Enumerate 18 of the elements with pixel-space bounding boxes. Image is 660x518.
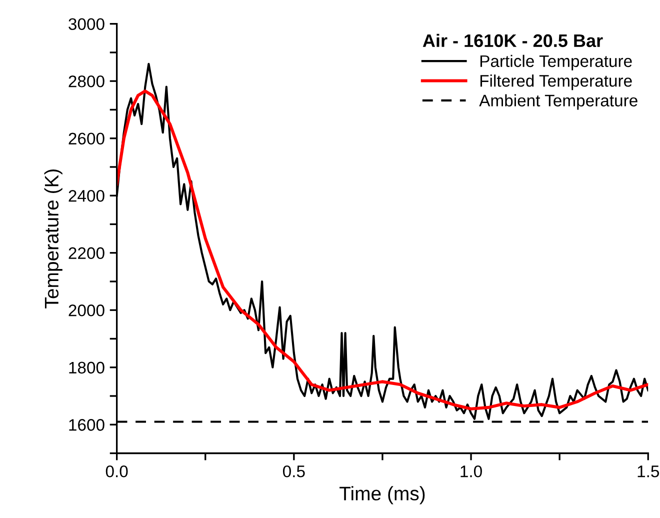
y-tick-label: 1800 xyxy=(69,362,104,374)
y-tick-label: 3000 xyxy=(68,18,104,30)
legend-label: Filtered Temperature xyxy=(480,74,632,90)
x-tick-label: 0.0 xyxy=(106,465,128,478)
x-tick-label: 0.5 xyxy=(282,465,305,478)
y-tick-label: 2600 xyxy=(68,132,104,145)
y-axis-title: Temperature (K) xyxy=(44,170,62,308)
y-tick-label: 2200 xyxy=(68,247,104,260)
x-axis-title: Time (ms) xyxy=(340,486,425,504)
y-tick-label: 1600 xyxy=(69,419,104,431)
y-tick-label: 2800 xyxy=(68,75,104,88)
x-tick-label: 1.0 xyxy=(460,465,482,478)
legend-title: Air - 1610K - 20.5 Bar xyxy=(422,34,603,48)
legend-label: Particle Temperature xyxy=(480,54,632,70)
y-tick-label: 2000 xyxy=(68,304,104,316)
x-tick-label: 1.5 xyxy=(638,466,660,478)
legend-label: Ambient Temperature xyxy=(479,94,638,110)
y-tick-label: 2400 xyxy=(68,190,104,202)
